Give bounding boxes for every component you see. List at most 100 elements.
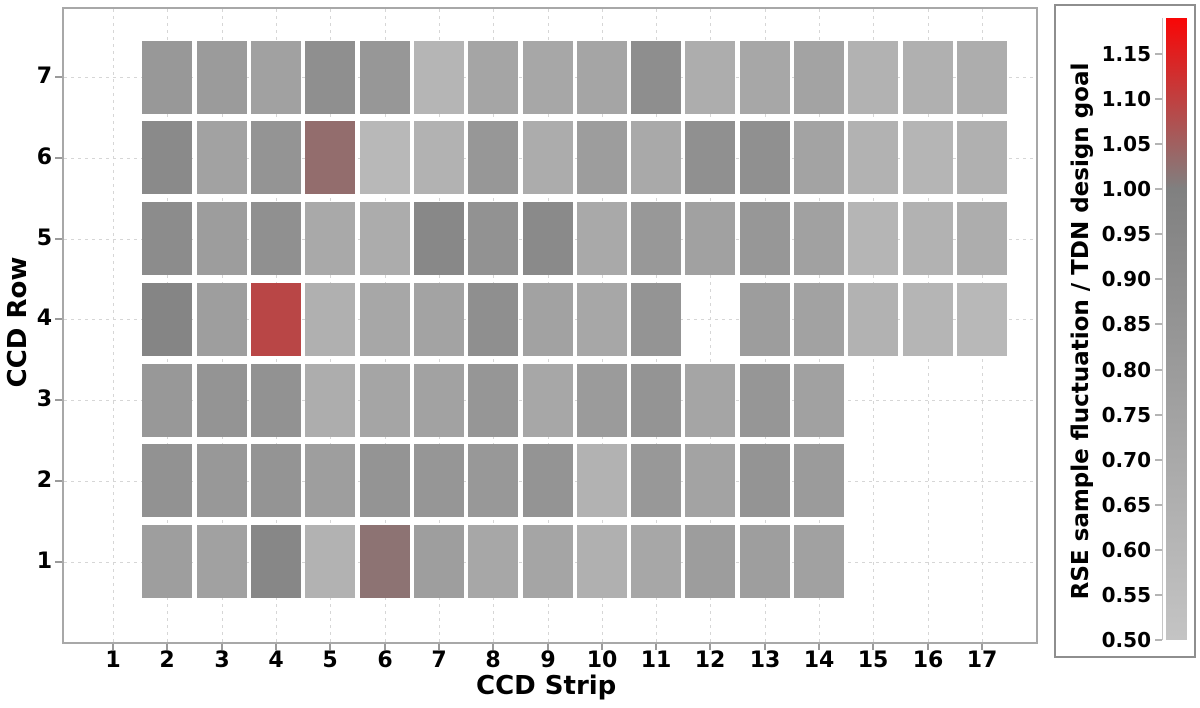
x-tick-label-16: 16 <box>912 648 944 673</box>
heatmap-cell-r4-s9 <box>523 283 573 356</box>
heatmap-cell-r3-s13 <box>740 364 790 437</box>
heatmap-cell-r7-s2 <box>142 41 192 114</box>
heatmap-cell-r4-s5 <box>305 283 355 356</box>
colorbar-tick-0.80 <box>1155 369 1162 371</box>
colorbar-tick-label-0.90: 0.90 <box>1101 267 1151 291</box>
x-tick-mark-7 <box>438 643 440 650</box>
x-tick-mark-11 <box>655 643 657 650</box>
colorbar-tick-label-0.75: 0.75 <box>1101 403 1151 427</box>
heatmap-cell-r3-s14 <box>794 364 844 437</box>
heatmap-cell-r6-s3 <box>197 121 247 194</box>
x-tick-mark-3 <box>221 643 223 650</box>
heatmap-cell-r2-s5 <box>305 444 355 517</box>
x-tick-mark-2 <box>166 643 168 650</box>
heatmap-cell-r2-s14 <box>794 444 844 517</box>
x-gridline-1 <box>113 9 114 642</box>
colorbar-tick-label-0.50: 0.50 <box>1101 628 1151 652</box>
heatmap-cell-r7-s6 <box>360 41 410 114</box>
x-tick-label-10: 10 <box>586 648 618 673</box>
heatmap-cell-r6-s13 <box>740 121 790 194</box>
colorbar-tick-label-1.00: 1.00 <box>1101 177 1151 201</box>
heatmap-cell-r5-s5 <box>305 202 355 275</box>
colorbar-tick-label-0.80: 0.80 <box>1101 358 1151 382</box>
heatmap-cell-r6-s12 <box>685 121 735 194</box>
x-tick-label-1: 1 <box>105 648 121 673</box>
heatmap-cell-r6-s4 <box>251 121 301 194</box>
x-tick-mark-5 <box>329 643 331 650</box>
y-tick-label-5: 5 <box>36 226 52 251</box>
heatmap-cell-r7-s12 <box>685 41 735 114</box>
x-tick-label-11: 11 <box>640 648 672 673</box>
x-tick-mark-12 <box>709 643 711 650</box>
heatmap-cell-r1-s11 <box>631 525 681 598</box>
heatmap-cell-r5-s16 <box>903 202 953 275</box>
heatmap-cell-r1-s8 <box>468 525 518 598</box>
x-tick-mark-16 <box>927 643 929 650</box>
heatmap-cell-r3-s10 <box>577 364 627 437</box>
heatmap-cell-r5-s9 <box>523 202 573 275</box>
heatmap-cell-r3-s11 <box>631 364 681 437</box>
colorbar-tick-0.70 <box>1155 459 1162 461</box>
x-tick-label-17: 17 <box>966 648 998 673</box>
x-tick-mark-17 <box>981 643 983 650</box>
heatmap-cell-r1-s4 <box>251 525 301 598</box>
x-tick-mark-8 <box>492 643 494 650</box>
heatmap-cell-r6-s10 <box>577 121 627 194</box>
heatmap-cell-r4-s16 <box>903 283 953 356</box>
x-tick-label-6: 6 <box>377 648 393 673</box>
heatmap-cell-r6-s9 <box>523 121 573 194</box>
heatmap-cell-r7-s3 <box>197 41 247 114</box>
heatmap-cell-r4-s17 <box>957 283 1007 356</box>
x-tick-mark-14 <box>818 643 820 650</box>
heatmap-cell-r7-s7 <box>414 41 464 114</box>
heatmap-cell-r6-s16 <box>903 121 953 194</box>
y-tick-label-1: 1 <box>36 549 52 574</box>
heatmap-cell-r5-s7 <box>414 202 464 275</box>
x-tick-mark-1 <box>112 643 114 650</box>
heatmap-cell-r7-s15 <box>848 41 898 114</box>
heatmap-cell-r1-s3 <box>197 525 247 598</box>
heatmap-cell-r1-s10 <box>577 525 627 598</box>
colorbar-tick-0.75 <box>1155 414 1162 416</box>
heatmap-cell-r4-s10 <box>577 283 627 356</box>
heatmap-cell-r5-s15 <box>848 202 898 275</box>
x-tick-mark-6 <box>384 643 386 650</box>
colorbar-tick-0.60 <box>1155 549 1162 551</box>
heatmap-cell-r5-s17 <box>957 202 1007 275</box>
x-tick-label-2: 2 <box>159 648 175 673</box>
heatmap-cell-r5-s13 <box>740 202 790 275</box>
x-tick-label-8: 8 <box>485 648 501 673</box>
y-tick-label-4: 4 <box>36 306 52 331</box>
x-tick-label-13: 13 <box>749 648 781 673</box>
heatmap-cell-r3-s2 <box>142 364 192 437</box>
colorbar-tick-1.10 <box>1155 98 1162 100</box>
heatmap-cell-r4-s4 <box>251 283 301 356</box>
heatmap-cell-r5-s8 <box>468 202 518 275</box>
heatmap-cell-r6-s15 <box>848 121 898 194</box>
y-tick-mark-5 <box>55 238 62 240</box>
heatmap-cell-r6-s11 <box>631 121 681 194</box>
heatmap-cell-r6-s17 <box>957 121 1007 194</box>
heatmap-cell-r7-s4 <box>251 41 301 114</box>
heatmap-cell-r4-s3 <box>197 283 247 356</box>
heatmap-cell-r4-s6 <box>360 283 410 356</box>
heatmap-cell-r5-s12 <box>685 202 735 275</box>
heatmap-cell-r6-s2 <box>142 121 192 194</box>
heatmap-cell-r6-s7 <box>414 121 464 194</box>
heatmap-cell-r7-s8 <box>468 41 518 114</box>
heatmap-cell-r5-s10 <box>577 202 627 275</box>
heatmap-cell-r3-s12 <box>685 364 735 437</box>
colorbar-tick-0.95 <box>1155 233 1162 235</box>
heatmap-cell-r5-s2 <box>142 202 192 275</box>
colorbar-tick-label-0.55: 0.55 <box>1101 583 1151 607</box>
heatmap-cell-r5-s6 <box>360 202 410 275</box>
y-tick-label-3: 3 <box>36 387 52 412</box>
x-tick-label-5: 5 <box>322 648 338 673</box>
colorbar-tick-label-0.70: 0.70 <box>1101 448 1151 472</box>
heatmap-cell-r2-s7 <box>414 444 464 517</box>
y-tick-mark-2 <box>55 480 62 482</box>
heatmap-cell-r6-s5 <box>305 121 355 194</box>
x-tick-mark-13 <box>764 643 766 650</box>
heatmap-cell-r7-s17 <box>957 41 1007 114</box>
